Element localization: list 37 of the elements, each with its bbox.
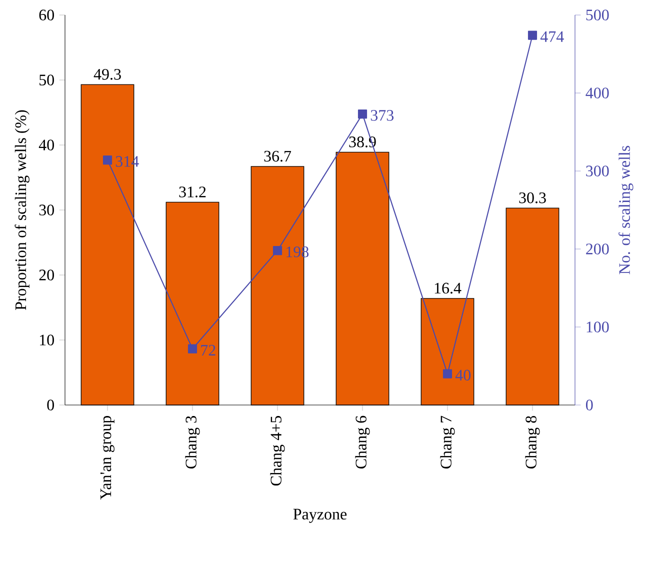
y-axis-title: Proportion of scaling wells (%)	[14, 110, 30, 310]
y2-tick-label: 400	[586, 88, 609, 98]
y2-tick-label: 200	[586, 244, 609, 254]
data-label: 72	[201, 344, 216, 356]
y-tick-label: 10	[40, 334, 54, 346]
y2-tick-label: 500	[586, 10, 609, 20]
data-label: 474	[540, 31, 564, 42]
y-tick-label: 50	[40, 74, 54, 86]
point	[358, 110, 368, 119]
data-label: 31.2	[179, 186, 206, 198]
x-tick-label: Chang 3	[185, 416, 200, 469]
x-tick-label: Chang 6	[355, 416, 370, 469]
y2-tick-label: 0	[586, 400, 593, 410]
y-tick-label: 40	[38, 140, 54, 150]
data-label: 49.3	[94, 68, 121, 80]
point	[102, 156, 112, 165]
y-tick-label: 20	[39, 270, 54, 280]
x-tick-label: Chang 4+5	[270, 416, 285, 486]
data-label: 40	[455, 370, 471, 381]
data-label: 30.3	[519, 192, 546, 204]
y2-axis-title: No. of scaling wells	[618, 146, 634, 274]
point	[188, 344, 198, 354]
y-tick-label: 30	[39, 204, 54, 216]
data-label: 373	[370, 110, 394, 121]
y2-tick-label: 300	[586, 166, 609, 176]
point	[528, 30, 538, 40]
x-tick-label: Chang 8	[525, 416, 540, 469]
point	[272, 246, 282, 256]
data-label: 16.4	[434, 282, 462, 294]
y2-tick-label: 100	[586, 322, 609, 332]
x-tick-label: Chang 7	[440, 416, 455, 469]
y-tick-label: 0	[47, 400, 54, 410]
x-axis-title: Payzone	[293, 508, 347, 523]
y-tick-label: 60	[39, 10, 54, 20]
x-tick-label: Yan'an group	[100, 416, 114, 500]
data-label: 36.7	[264, 150, 292, 162]
point	[442, 369, 452, 378]
